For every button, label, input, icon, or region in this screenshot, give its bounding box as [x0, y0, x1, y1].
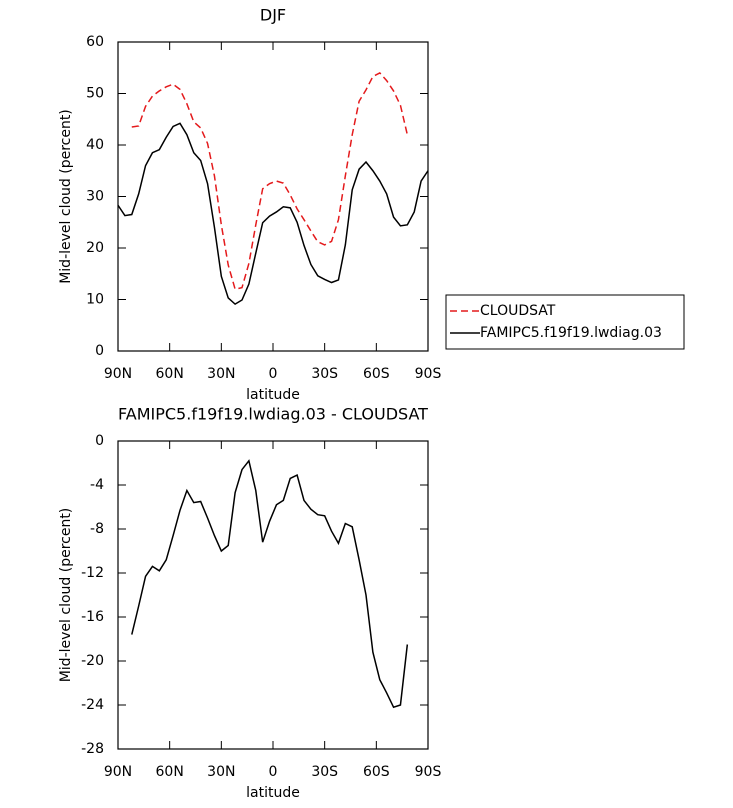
y-tick-label: -28	[81, 741, 104, 757]
series-line	[117, 122, 429, 306]
series-line	[131, 459, 409, 709]
chart-title: FAMIPC5.f19f19.lwdiag.03 - CLOUDSAT	[118, 405, 428, 424]
y-tick-label: -4	[90, 477, 104, 493]
y-tick-label: 0	[95, 343, 104, 359]
y-axis-label: Mid-level cloud (percent)	[58, 109, 74, 284]
y-tick-label: -24	[81, 697, 104, 713]
y-tick-label: -20	[81, 653, 104, 669]
y-tick-label: 50	[86, 86, 104, 102]
legend-box	[445, 294, 685, 350]
y-tick-label: 10	[86, 292, 104, 308]
y-tick-label: 40	[86, 137, 104, 153]
y-tick-label: 0	[95, 433, 104, 449]
legend-label: FAMIPC5.f19f19.lwdiag.03	[480, 325, 662, 341]
y-tick-label: 60	[86, 34, 104, 50]
x-tick-label: 90S	[415, 366, 442, 382]
y-tick-label: 30	[86, 189, 104, 205]
x-tick-label: 30N	[207, 764, 235, 780]
x-tick-label: 30S	[311, 366, 338, 382]
x-tick-label: 90N	[104, 764, 132, 780]
x-tick-label: 60N	[156, 764, 184, 780]
series-line	[131, 71, 409, 291]
x-tick-label: 60S	[363, 366, 390, 382]
x-tick-label: 30N	[207, 366, 235, 382]
x-tick-label: 0	[269, 366, 278, 382]
y-tick-label: -16	[81, 609, 104, 625]
x-axis-label: latitude	[246, 387, 300, 403]
x-tick-label: 90N	[104, 366, 132, 382]
x-axis-label: latitude	[246, 785, 300, 801]
x-tick-label: 60N	[156, 366, 184, 382]
plot-frame	[117, 440, 429, 750]
plot-frame	[117, 41, 429, 352]
x-tick-label: 30S	[311, 764, 338, 780]
y-tick-label: -8	[90, 521, 104, 537]
x-tick-label: 90S	[415, 764, 442, 780]
y-tick-label: 20	[86, 240, 104, 256]
x-tick-label: 0	[269, 764, 278, 780]
chart-title: DJF	[260, 6, 286, 25]
y-axis-label: Mid-level cloud (percent)	[58, 508, 74, 683]
x-tick-label: 60S	[363, 764, 390, 780]
y-tick-label: -12	[81, 565, 104, 581]
legend-label: CLOUDSAT	[480, 303, 556, 319]
